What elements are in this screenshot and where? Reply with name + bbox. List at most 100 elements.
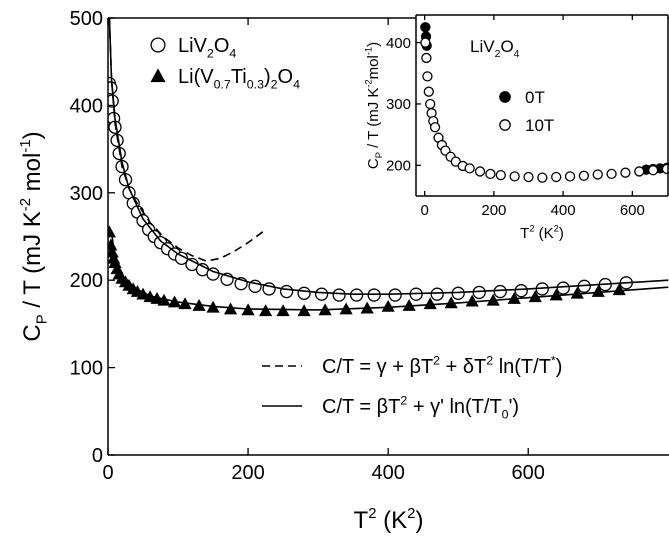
marker	[612, 283, 626, 296]
legend-label-part: )	[264, 66, 271, 88]
marker	[465, 294, 479, 307]
marker	[509, 171, 520, 182]
x-tick-label: 200	[231, 462, 264, 484]
x-axis-label-part: )	[559, 225, 564, 242]
marker	[556, 281, 570, 295]
legend-label-part: 4	[229, 47, 236, 61]
marker	[349, 288, 364, 302]
marker	[591, 284, 605, 297]
marker	[472, 285, 486, 300]
legend-label: Li(V0.7Ti0.3)2O4	[178, 66, 300, 92]
y-tick-label: 0	[92, 445, 103, 467]
marker	[314, 287, 329, 301]
legend-label-part: 10T	[525, 116, 554, 135]
x-axis-label-part: (K	[535, 225, 554, 242]
x-tick-label: 0	[420, 202, 428, 219]
legend-label-part: 2	[486, 354, 493, 368]
annotation-part: 4	[514, 48, 520, 60]
marker	[297, 286, 311, 300]
legend-label-part: *	[551, 354, 556, 368]
annotation-part: LiV	[470, 37, 495, 56]
marker	[549, 288, 563, 301]
marker	[420, 37, 431, 48]
y-axis-label: CP / T (mJ K-2mol-1)	[364, 42, 385, 169]
legend-label-part: 0	[502, 408, 509, 422]
y-tick-label: 300	[386, 96, 411, 113]
legend-marker	[499, 119, 511, 131]
legend-label-part: 0.7	[214, 78, 231, 92]
x-axis-label: T2 (K2)	[520, 224, 564, 242]
plot-area	[420, 22, 669, 183]
x-tick-label: 600	[512, 462, 545, 484]
y-axis-label-part: P	[374, 152, 384, 158]
marker	[429, 122, 441, 133]
legend-label: 0T	[525, 88, 545, 107]
marker	[537, 172, 548, 183]
marker	[423, 297, 437, 310]
y-tick-label: 200	[386, 158, 411, 175]
legend-label-part: )	[556, 356, 563, 378]
y-axis-label-part: / T (mJ K	[365, 88, 382, 152]
marker	[367, 288, 381, 302]
legend-label-part: 2	[400, 394, 407, 408]
y-axis-label-part: )	[365, 42, 382, 47]
x-tick-label: 0	[102, 462, 113, 484]
legend-label-part: 2	[271, 78, 278, 92]
marker	[381, 299, 395, 312]
legend-label-part: 2	[207, 47, 214, 61]
legend-label-part: Ti	[231, 66, 247, 88]
legend-label: 10T	[525, 116, 554, 135]
marker	[108, 225, 117, 238]
marker	[388, 288, 402, 302]
marker	[514, 284, 528, 298]
x-axis-label-part: )	[415, 507, 423, 534]
legend-label-part: 0T	[525, 88, 545, 107]
marker	[332, 288, 346, 302]
marker	[422, 71, 433, 82]
x-axis-label-part: (K	[377, 507, 408, 534]
marker	[493, 284, 507, 299]
legend-label-part: 2	[433, 354, 440, 368]
marker	[464, 163, 475, 174]
y-axis-label: CP / T (mJ K-2 mol-1)	[18, 131, 51, 341]
annotation: LiV2O4	[470, 37, 520, 60]
legend-label-part: ')	[509, 396, 519, 418]
marker	[606, 168, 617, 180]
y-axis-label-part: -2	[18, 198, 34, 211]
legend-label-part: C/T = γ + βT	[322, 356, 433, 378]
marker	[620, 167, 631, 178]
legend-label: C/T = βT2 + γ' ln(T/T0')	[322, 394, 519, 422]
y-axis-label-part: -1	[364, 47, 374, 55]
marker	[451, 286, 465, 300]
legend-marker	[499, 91, 511, 103]
x-axis-label-part: T	[520, 225, 529, 242]
x-tick-label: 600	[620, 202, 645, 219]
marker	[634, 166, 645, 177]
marker	[430, 287, 444, 301]
marker	[592, 169, 603, 180]
legend-label-part: + δT	[440, 356, 486, 378]
marker	[523, 171, 534, 183]
marker	[420, 22, 431, 33]
legend-label-part: 0.3	[247, 78, 264, 92]
marker	[647, 165, 659, 176]
y-axis-label-part: C	[19, 324, 46, 341]
legend-label-part: O	[278, 66, 294, 88]
marker	[279, 284, 294, 299]
marker	[423, 86, 434, 97]
marker	[402, 298, 416, 311]
y-tick-label: 500	[70, 8, 103, 30]
legend-label: LiV2O4	[178, 35, 236, 61]
marker	[551, 171, 562, 183]
y-tick-label: 200	[70, 270, 103, 292]
legend-marker	[150, 68, 166, 83]
marker	[570, 286, 584, 299]
marker	[421, 52, 432, 64]
y-tick-label: 400	[70, 95, 103, 117]
annotation-part: O	[500, 37, 513, 56]
marker	[258, 304, 273, 317]
x-tick-label: 400	[371, 462, 404, 484]
legend-label-part: LiV	[178, 35, 208, 57]
x-axis-label-part: 2	[407, 506, 415, 522]
